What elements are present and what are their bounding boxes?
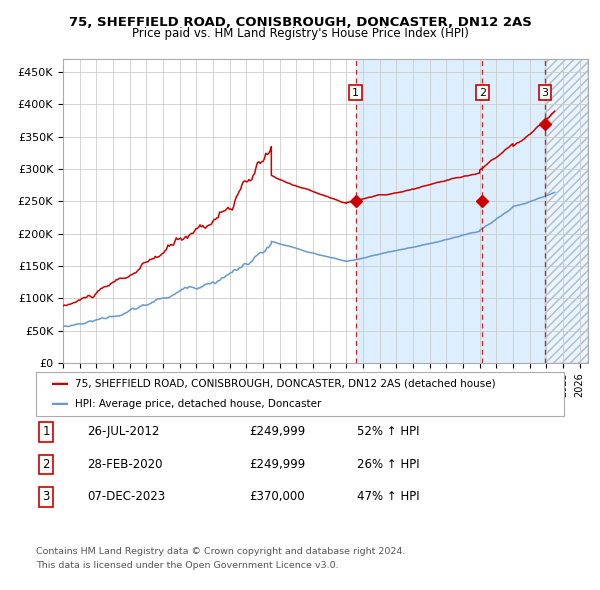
Text: 75, SHEFFIELD ROAD, CONISBROUGH, DONCASTER, DN12 2AS (detached house): 75, SHEFFIELD ROAD, CONISBROUGH, DONCAST… bbox=[75, 379, 496, 389]
Bar bbox=[545, 59, 588, 363]
Text: 26-JUL-2012: 26-JUL-2012 bbox=[87, 425, 160, 438]
Text: £370,000: £370,000 bbox=[249, 490, 305, 503]
Text: Price paid vs. HM Land Registry's House Price Index (HPI): Price paid vs. HM Land Registry's House … bbox=[131, 27, 469, 40]
Text: 3: 3 bbox=[43, 490, 50, 503]
Text: HPI: Average price, detached house, Doncaster: HPI: Average price, detached house, Donc… bbox=[75, 399, 322, 409]
Text: 2: 2 bbox=[479, 88, 486, 97]
Text: 2: 2 bbox=[43, 458, 50, 471]
Text: £249,999: £249,999 bbox=[249, 425, 305, 438]
Text: 07-DEC-2023: 07-DEC-2023 bbox=[87, 490, 165, 503]
Text: 26% ↑ HPI: 26% ↑ HPI bbox=[357, 458, 419, 471]
Text: £249,999: £249,999 bbox=[249, 458, 305, 471]
Text: 1: 1 bbox=[43, 425, 50, 438]
Text: —: — bbox=[51, 395, 69, 413]
Text: 47% ↑ HPI: 47% ↑ HPI bbox=[357, 490, 419, 503]
Bar bbox=[356, 59, 545, 363]
Text: 52% ↑ HPI: 52% ↑ HPI bbox=[357, 425, 419, 438]
Text: 28-FEB-2020: 28-FEB-2020 bbox=[87, 458, 163, 471]
Text: —: — bbox=[51, 375, 69, 393]
Text: 75, SHEFFIELD ROAD, CONISBROUGH, DONCASTER, DN12 2AS: 75, SHEFFIELD ROAD, CONISBROUGH, DONCAST… bbox=[68, 16, 532, 29]
Text: This data is licensed under the Open Government Licence v3.0.: This data is licensed under the Open Gov… bbox=[36, 560, 338, 569]
Text: 3: 3 bbox=[542, 88, 548, 97]
Text: Contains HM Land Registry data © Crown copyright and database right 2024.: Contains HM Land Registry data © Crown c… bbox=[36, 547, 406, 556]
Bar bbox=[545, 59, 588, 363]
Text: 1: 1 bbox=[352, 88, 359, 97]
